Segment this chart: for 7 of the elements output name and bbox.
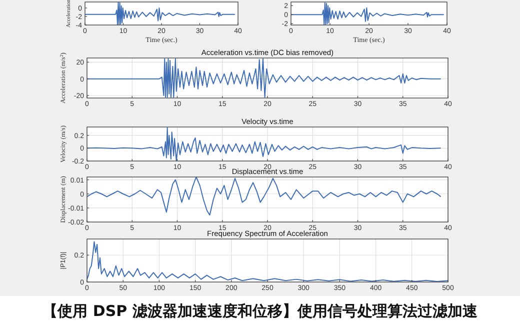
line-series (87, 241, 448, 282)
line-series (87, 177, 442, 216)
line-series (87, 58, 442, 98)
text: 【使用 DSP 滤波器加速速度和位移】使用信号处理算法过滤加速 (42, 302, 478, 320)
line-series (85, 2, 236, 25)
line-series (87, 127, 442, 161)
line-series (291, 2, 444, 25)
